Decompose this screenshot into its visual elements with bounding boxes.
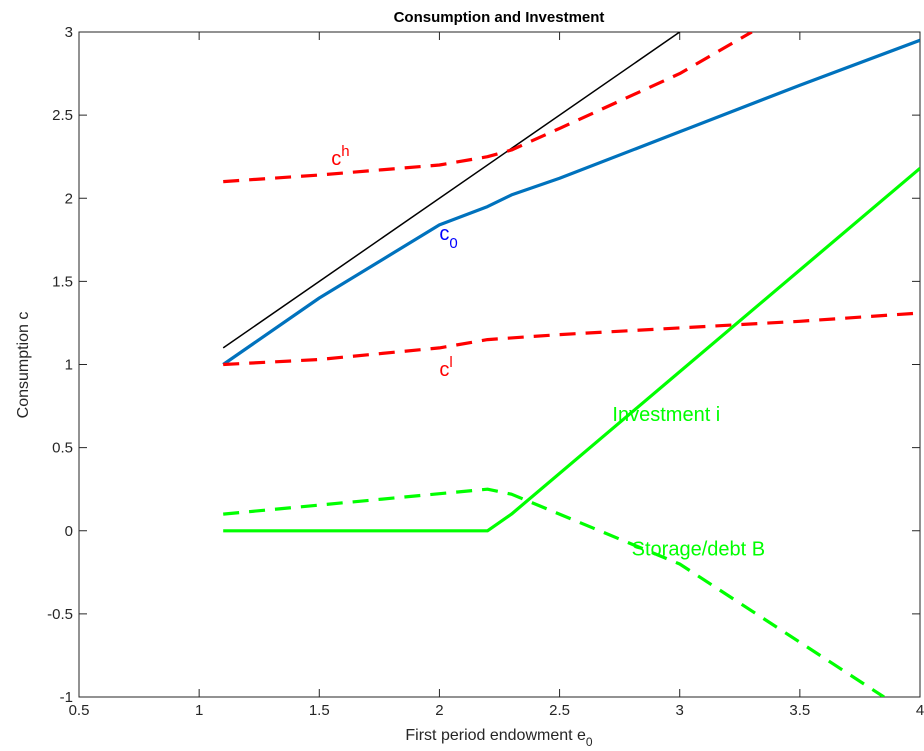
x-tick-label: 2.5: [549, 702, 570, 719]
annotation-text: Storage/debt B: [632, 539, 765, 561]
series-line-0: [222, 32, 681, 349]
annotation-text: c: [331, 148, 341, 170]
series-line-1: [222, 38, 920, 366]
annotation-text: Investment i: [612, 404, 720, 426]
x-tick-label: 2: [435, 702, 443, 719]
annotation-0: ch: [331, 143, 349, 170]
x-tick-label: 4: [916, 702, 924, 719]
series-line-4: [223, 167, 920, 533]
y-tick-label: -1: [60, 689, 73, 706]
annotation-superscript: h: [341, 143, 349, 160]
annotation-2: cl: [439, 354, 452, 381]
annotation-1: c0: [439, 223, 457, 252]
annotation-text: c: [439, 359, 449, 381]
y-tick-label: 0: [65, 523, 73, 540]
x-tick-label: 1.5: [309, 702, 330, 719]
y-axis-title: Consumption c: [15, 312, 32, 419]
x-axis-label: First period endowment e: [405, 727, 586, 744]
annotation-superscript: l: [449, 354, 452, 371]
series-group: [222, 32, 920, 697]
series-line-3: [223, 311, 920, 367]
series-line-2: [223, 32, 753, 184]
x-tick-label: 0.5: [69, 702, 90, 719]
y-tick-label: 2: [65, 190, 73, 207]
y-tick-label: -0.5: [47, 606, 73, 623]
y-tick-label: 1: [65, 357, 73, 374]
plot-area: 0.5 1 1.5 2 2.5 3 3.5 4-1-0.500.511.522.53chc0c…: [47, 24, 924, 719]
y-tick-label: 2.5: [52, 107, 73, 124]
x-tick-label: 3.5: [789, 702, 810, 719]
x-axis-label-subscript: 0: [586, 735, 593, 749]
y-tick-label: 1.5: [52, 273, 73, 290]
annotation-3: Investment i: [612, 404, 720, 426]
x-axis-title: First period endowment e0: [405, 727, 593, 749]
y-tick-label: 0.5: [52, 440, 73, 457]
axes-box: [78, 31, 921, 698]
annotation-subscript: 0: [449, 235, 457, 252]
annotation-text: c: [439, 223, 449, 245]
annotation-4: Storage/debt B: [632, 539, 765, 561]
y-tick-label: 3: [65, 24, 73, 41]
chart-title: Consumption and Investment: [394, 9, 605, 26]
series-line-5: [223, 487, 885, 697]
x-tick-label: 1: [195, 702, 203, 719]
x-tick-label: 3: [676, 702, 684, 719]
